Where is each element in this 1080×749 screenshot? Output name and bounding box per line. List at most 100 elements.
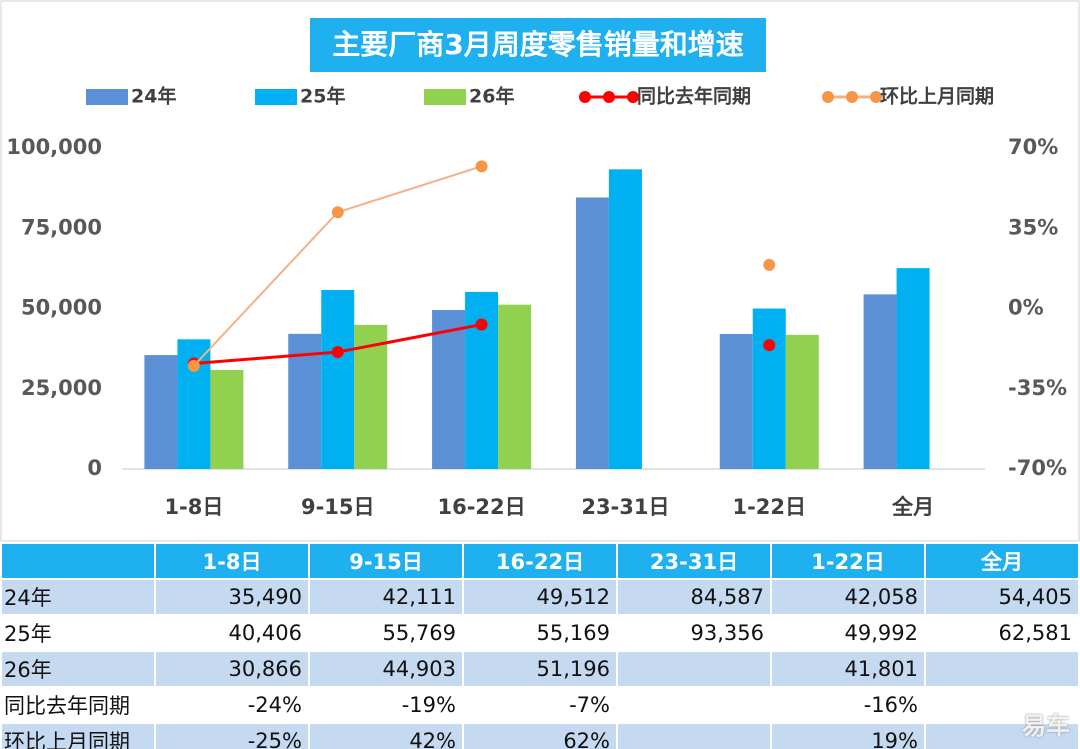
line-marker [763, 258, 776, 271]
y2-tick-label: 70% [1008, 135, 1058, 159]
table-cell: 44,903 [308, 650, 464, 688]
y-tick-label: 0 [87, 456, 102, 480]
table-cell: -25% [154, 722, 310, 749]
table-cell [924, 722, 1080, 749]
table-row: 26年 30,866 44,903 51,196 41,801 [0, 650, 1080, 688]
bar [144, 355, 178, 469]
table-cell: -16% [770, 686, 926, 724]
row-label: 同比去年同期 [0, 686, 156, 724]
column-header: 9-15日 [308, 542, 464, 580]
x-tick-label: 9-15日 [301, 495, 375, 519]
bar [321, 289, 355, 469]
table-cell: -19% [308, 686, 464, 724]
table-cell: 30,866 [154, 650, 310, 688]
y2-tick-label: 35% [1008, 215, 1058, 239]
bar [719, 333, 753, 469]
table-cell: -24% [154, 686, 310, 724]
line-marker [475, 318, 488, 331]
chart: 主要厂商3月周度零售销量和增速 0 25,000 50,000 75,000 100,0… [0, 0, 1080, 542]
column-header: 1-8日 [154, 542, 310, 580]
x-tick-label: 1-22日 [732, 495, 806, 519]
column-header: 16-22日 [462, 542, 618, 580]
legend-label: 25年 [300, 85, 345, 108]
legend-marker [603, 91, 615, 103]
corner [0, 542, 156, 580]
column-header: 全月 [924, 542, 1080, 580]
bar [432, 310, 466, 469]
y-tick-label: 25,000 [21, 376, 102, 400]
table-cell: 62% [462, 722, 618, 749]
table-cell: -7% [462, 686, 618, 724]
x-tick-label: 23-31日 [581, 495, 669, 519]
row-label: 24年 [0, 578, 156, 616]
line-marker [187, 359, 200, 372]
table-cell: 42% [308, 722, 464, 749]
table-cell [924, 686, 1080, 724]
table-cell: 42,058 [770, 578, 926, 616]
row-label: 26年 [0, 650, 156, 688]
table-cell [616, 686, 772, 724]
legend-swatch [424, 89, 466, 105]
legend-label: 同比去年同期 [637, 85, 751, 108]
table-cell: 49,992 [770, 614, 926, 652]
table-cell: 49,512 [462, 578, 618, 616]
bar [608, 169, 642, 469]
bar [575, 197, 609, 470]
legend-label: 环比上月同期 [880, 86, 994, 108]
table-row: 24年 35,490 42,111 49,512 84,587 42,058 54,405 [0, 578, 1080, 616]
column-header: 23-31日 [616, 542, 772, 580]
legend-marker [579, 91, 591, 103]
table-cell [616, 722, 772, 749]
table-header: 1-8日 9-15日 16-22日 23-31日 1-22日 全月 [0, 542, 1080, 580]
watermark: 易车 [1022, 712, 1070, 740]
y2-tick-label: -70% [1008, 456, 1067, 480]
table-cell: 84,587 [616, 578, 772, 616]
column-header: 1-22日 [770, 542, 926, 580]
table-cell [616, 650, 772, 688]
bar [210, 369, 244, 469]
table-cell: 41,801 [770, 650, 926, 688]
row-label: 环比上月同期 [0, 722, 156, 749]
line-marker [331, 206, 344, 219]
y-tick-label: 100,000 [6, 135, 102, 159]
table-cell: 40,406 [154, 614, 310, 652]
bar [863, 294, 897, 469]
chart-title: 主要厂商3月周度零售销量和增速 [332, 28, 743, 61]
bar [752, 308, 786, 469]
table-cell: 35,490 [154, 578, 310, 616]
y-tick-label: 75,000 [21, 215, 102, 239]
x-tick-label: 1-8日 [164, 495, 223, 519]
legend-swatch [255, 89, 297, 105]
y2-tick-label: 0% [1008, 296, 1044, 320]
data-table: 1-8日 9-15日 16-22日 23-31日 1-22日 全月 24年 35,490 42,… [0, 542, 1080, 749]
legend-marker [870, 91, 882, 103]
table-cell: 55,769 [308, 614, 464, 652]
table-cell: 19% [770, 722, 926, 749]
bar [288, 333, 322, 469]
line-marker [763, 339, 776, 352]
y-tick-label: 50,000 [21, 296, 102, 320]
line-marker [475, 160, 488, 173]
row-label: 25年 [0, 614, 156, 652]
title-box [310, 18, 766, 72]
legend-marker [822, 91, 834, 103]
table-cell: 42,111 [308, 578, 464, 616]
bar [465, 291, 499, 469]
table-row: 同比去年同期 -24% -19% -7% -16% [0, 686, 1080, 724]
table-row: 环比上月同期 -25% 42% 62% 19% [0, 722, 1080, 749]
legend-marker [627, 91, 639, 103]
x-tick-label: 全月 [891, 495, 934, 519]
bar [498, 304, 532, 469]
legend-label: 26年 [469, 85, 514, 108]
table-cell [924, 650, 1080, 688]
line-marker [331, 346, 344, 359]
table-cell: 93,356 [616, 614, 772, 652]
y2-tick-label: -35% [1008, 376, 1067, 400]
bar [785, 334, 819, 469]
x-tick-label: 16-22日 [437, 495, 525, 519]
table-row: 25年 40,406 55,769 55,169 93,356 49,992 62,581 [0, 614, 1080, 652]
bar [896, 268, 930, 469]
table-cell: 55,169 [462, 614, 618, 652]
table-cell: 51,196 [462, 650, 618, 688]
